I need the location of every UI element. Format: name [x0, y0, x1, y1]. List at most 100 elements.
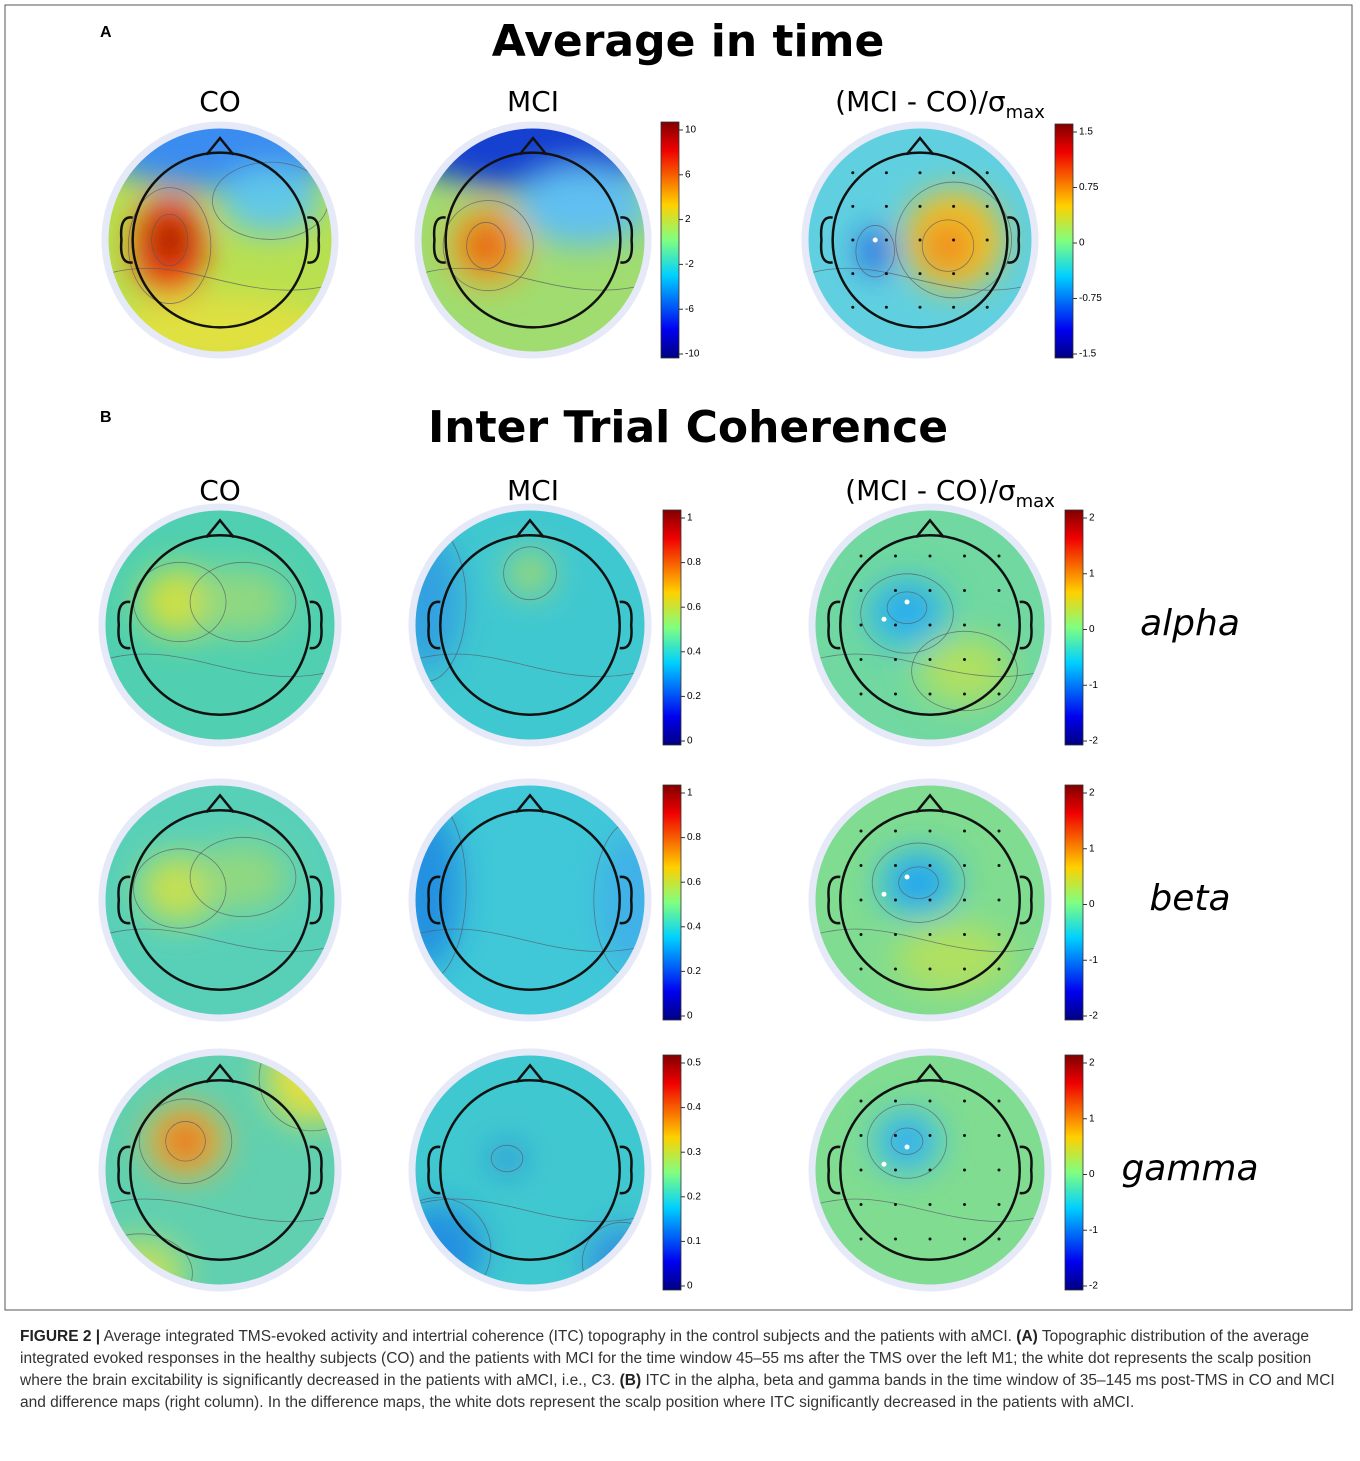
electrode [918, 272, 922, 276]
electrode [928, 864, 932, 867]
electrode [851, 238, 855, 242]
ear [427, 875, 441, 925]
column-label-main: (MCI - CO)/σ [845, 474, 1016, 507]
colorbar-tick-label: 0 [687, 736, 693, 747]
column-label: MCI [507, 85, 559, 118]
colorbar-tick-label: 0.6 [687, 877, 701, 888]
ear [827, 1145, 841, 1195]
contour [490, 1144, 524, 1173]
electrode [963, 967, 966, 971]
topomap-blob [153, 217, 186, 263]
electrode [963, 589, 966, 592]
head-outline [831, 151, 1009, 329]
topomap-blob [168, 1124, 203, 1159]
electrode [928, 658, 932, 661]
electrode [894, 1168, 897, 1172]
electrode [952, 238, 956, 242]
electrode [997, 1237, 1001, 1241]
topomap-blob [139, 567, 220, 637]
contour [860, 573, 954, 654]
contour [466, 222, 506, 270]
panel-title: Average in time [492, 16, 885, 67]
column-label: (MCI - CO)/σmax [845, 474, 1055, 512]
ear [827, 600, 841, 650]
ear [819, 216, 833, 264]
electrode [997, 1168, 1001, 1172]
electrode [963, 933, 966, 936]
nose [205, 793, 235, 814]
ear [309, 875, 323, 925]
ear [620, 216, 634, 264]
colorbar-tick-label: -2 [685, 259, 694, 270]
halo [808, 778, 1052, 1022]
electrode [928, 1099, 932, 1103]
ear [1019, 600, 1033, 650]
topomap [108, 128, 332, 352]
caption-label: (B) [619, 1372, 642, 1389]
electrode [997, 1203, 1001, 1206]
topomap-blobs [415, 533, 553, 671]
colorbar-tick-label: 0.1 [687, 1236, 701, 1247]
topomap-blob [895, 923, 1011, 992]
electrode [894, 933, 897, 936]
electrode [881, 891, 887, 897]
topomap [105, 510, 335, 740]
nose [205, 136, 235, 156]
electrode [894, 864, 897, 867]
electrode [894, 1099, 897, 1103]
electrode [997, 933, 1001, 936]
topomap-blobs [872, 1109, 942, 1174]
contour [189, 561, 297, 643]
topomap [105, 1055, 335, 1285]
head-outline [129, 1079, 311, 1261]
electrode [859, 967, 863, 971]
electrode [997, 554, 1001, 558]
electrode [952, 272, 956, 276]
electrode [884, 204, 888, 208]
head-outline [131, 151, 309, 329]
electrode [859, 554, 863, 558]
electrode [928, 1134, 932, 1137]
contour [442, 200, 534, 292]
contour [258, 1055, 335, 1132]
contour [855, 225, 895, 278]
electrode [884, 238, 888, 242]
electrode [894, 898, 897, 902]
caption-label: (A) [1016, 1328, 1038, 1345]
topomap-blob [266, 1055, 335, 1124]
electrode [894, 1203, 897, 1206]
electrode [904, 599, 910, 605]
colorbar-tick-label: 0.2 [687, 966, 701, 977]
colorbar-tick-label: 1 [1089, 843, 1095, 854]
topomap-blob [507, 550, 553, 597]
electrode [859, 933, 863, 936]
colorbar-tick-label: 0.4 [687, 921, 701, 932]
electrode [997, 1134, 1001, 1137]
electrode [859, 1168, 863, 1172]
electrode [894, 658, 897, 661]
ear [309, 1145, 323, 1195]
halo [808, 503, 1052, 747]
electrode [985, 204, 989, 208]
colorbar-tick-label: -1.5 [1079, 349, 1097, 360]
topomap-blobs [421, 128, 645, 285]
colorbar-tick-label: 0 [687, 1011, 693, 1022]
ear [1019, 1145, 1033, 1195]
electrode [918, 204, 922, 208]
topomap-blob [901, 868, 936, 897]
electrode [894, 967, 897, 971]
colorbar-tick-label: 0 [1089, 1169, 1095, 1180]
colorbar-tick-label: -2 [1089, 1281, 1098, 1292]
contour [895, 181, 1012, 299]
electrode [963, 1099, 966, 1103]
contour [127, 187, 212, 304]
colorbar [1054, 123, 1074, 359]
electrode [894, 692, 897, 696]
halo [408, 503, 652, 747]
ear [117, 600, 131, 650]
electrode [928, 623, 932, 627]
electrode [997, 1099, 1001, 1103]
contour [890, 1127, 924, 1155]
column-label: (MCI - CO)/σmax [835, 85, 1045, 123]
